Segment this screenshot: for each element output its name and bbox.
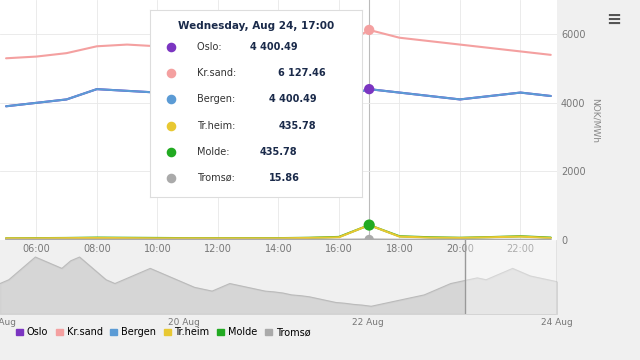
Text: 24 Aug: 24 Aug [541,318,573,327]
Point [364,237,374,242]
Text: 20 Aug: 20 Aug [168,318,200,327]
Point [364,86,374,92]
Legend: Oslo, Kr.sand, Bergen, Tr.heim, Molde, Tromsø: Oslo, Kr.sand, Bergen, Tr.heim, Molde, T… [16,327,310,337]
Text: 22 Aug: 22 Aug [351,318,383,327]
Point [364,222,374,228]
Bar [465,240,557,314]
Text: 18 Aug: 18 Aug [0,318,16,327]
Text: ≡: ≡ [605,11,621,29]
Point [364,27,374,33]
Y-axis label: NOK/MWh: NOK/MWh [591,98,600,143]
